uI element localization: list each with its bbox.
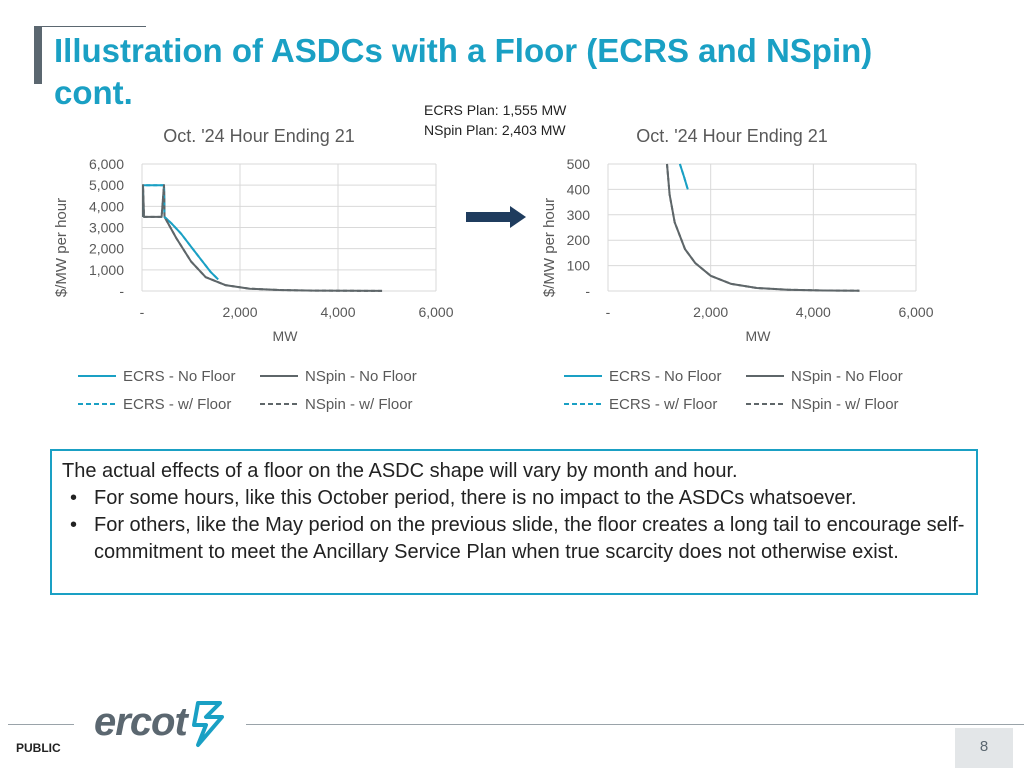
y-tick-label: 5,000: [89, 177, 124, 193]
chart-title: Oct. '24 Hour Ending 21: [163, 126, 355, 146]
bullet-text: For others, like the May period on the p…: [94, 514, 965, 563]
page-number: 8: [979, 738, 989, 755]
logo-wordmark: ercot: [94, 700, 189, 744]
title-rule: [34, 26, 146, 27]
y-tick-label: -: [585, 283, 590, 299]
y-tick-label: 200: [567, 232, 591, 248]
series-group: [142, 184, 383, 292]
bullet-dot: •: [70, 514, 78, 536]
series-line-nspin-no-floor: [666, 163, 860, 292]
y-tick-label: 400: [567, 181, 591, 197]
x-tick-label: 4,000: [320, 304, 355, 320]
note-bullet-2: • For others, like the May period on the…: [62, 512, 966, 566]
legend-label: NSpin - No Floor: [791, 368, 903, 385]
page-number-box: [955, 728, 1013, 768]
chart-left: Oct. '24 Hour Ending 21 - 1,000 2,000 3,000 4…: [53, 126, 454, 413]
x-tick-label: 6,000: [898, 304, 933, 320]
ercot-logo: ercot: [94, 697, 234, 756]
y-axis-label: $/MW per hour: [541, 198, 558, 297]
legend-label: NSpin - No Floor: [305, 368, 417, 385]
x-axis-label: MW: [746, 328, 772, 344]
bolt-icon: [192, 701, 224, 747]
y-tick-label: 300: [567, 207, 591, 223]
series-group: [666, 163, 860, 292]
legend-label: ECRS - No Floor: [123, 368, 236, 385]
note-box: The actual effects of a floor on the ASD…: [50, 449, 978, 595]
series-line-nspin-w-floor: [666, 163, 860, 292]
note-bullet-1: • For some hours, like this October peri…: [62, 485, 966, 512]
page-title: Illustration of ASDCs with a Floor (ECRS…: [54, 32, 873, 111]
y-tick-label: -: [119, 283, 124, 299]
legend-label: ECRS - No Floor: [609, 368, 722, 385]
bullet-text: For some hours, like this October period…: [94, 487, 857, 509]
ecrs-plan-text: ECRS Plan: 1,555 MW: [424, 102, 567, 118]
x-tick-label: -: [140, 304, 145, 320]
x-axis-label: MW: [273, 328, 299, 344]
logo-graphic: ercot: [94, 700, 224, 747]
title-accent-bar: [34, 26, 42, 84]
bullet-dot: •: [70, 487, 78, 509]
chart-title: Oct. '24 Hour Ending 21: [636, 126, 828, 146]
nspin-plan-text: NSpin Plan: 2,403 MW: [424, 122, 566, 138]
legend-label: NSpin - w/ Floor: [305, 396, 413, 413]
legend-label: ECRS - w/ Floor: [123, 396, 231, 413]
series-line-ecrs-w-floor: [142, 184, 219, 281]
x-tick-label: 6,000: [418, 304, 453, 320]
y-tick-label: 500: [567, 156, 591, 172]
legend-label: ECRS - w/ Floor: [609, 396, 717, 413]
y-tick-label: 1,000: [89, 262, 124, 278]
y-tick-label: 3,000: [89, 220, 124, 236]
chart-right: Oct. '24 Hour Ending 21 - 100 200 300 400 500 -…: [541, 126, 934, 413]
x-tick-label: 2,000: [693, 304, 728, 320]
plan-box: ECRS Plan: 1,555 MW NSpin Plan: 2,403 MW: [424, 100, 566, 140]
right-arrow-icon: [466, 206, 526, 228]
y-tick-label: 4,000: [89, 198, 124, 214]
legend-label: NSpin - w/ Floor: [791, 396, 899, 413]
x-tick-label: 4,000: [796, 304, 831, 320]
footer-rule-left: [8, 724, 74, 725]
series-line-nspin-w-floor: [142, 184, 383, 292]
public-label: PUBLIC: [16, 741, 61, 755]
y-tick-label: 6,000: [89, 156, 124, 172]
y-axis-label: $/MW per hour: [53, 198, 70, 297]
x-tick-label: -: [606, 304, 611, 320]
series-line-ecrs-w-floor: [678, 163, 689, 190]
y-tick-label: 100: [567, 258, 591, 274]
footer-rule-right: [246, 724, 1024, 725]
note-intro: The actual effects of a floor on the ASD…: [62, 460, 738, 482]
series-line-nspin-no-floor: [142, 184, 383, 292]
x-tick-label: 2,000: [222, 304, 257, 320]
y-tick-label: 2,000: [89, 241, 124, 257]
